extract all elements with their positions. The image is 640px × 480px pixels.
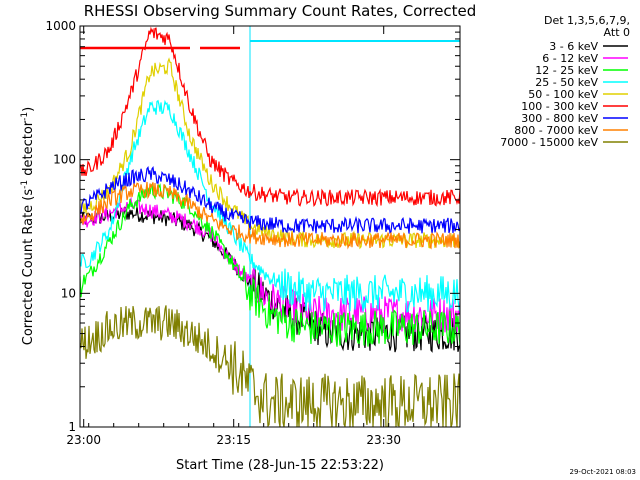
y-axis: 1 10 100 1000: [45, 19, 460, 434]
legend-label-3: 25 - 50 keV: [535, 76, 598, 89]
legend-label-1: 6 - 12 keV: [542, 52, 598, 65]
y-tick-label: 1: [68, 420, 76, 434]
series-line-2: [80, 183, 460, 347]
y-tick-label: 1000: [45, 19, 76, 33]
series-line-4: [80, 57, 460, 250]
plot-timestamp: 29-Oct-2021 08:03: [570, 468, 636, 476]
series-line-1: [80, 196, 460, 334]
legend-header-attenuator: Att 0: [604, 26, 630, 39]
series-line-8: [80, 305, 460, 427]
chart-title: RHESSI Observing Summary Count Rates, Co…: [84, 2, 477, 20]
series-line-7: [80, 181, 460, 250]
plot-frame: [79, 25, 461, 428]
legend-label-7: 800 - 7000 keV: [514, 124, 598, 137]
y-tick-label: 10: [61, 286, 76, 300]
legend-label-8: 7000 - 15000 keV: [500, 136, 598, 149]
series-line-3: [80, 99, 460, 313]
x-axis-label: Start Time (28-Jun-15 22:53:22): [176, 458, 384, 473]
legend-label-5: 100 - 300 keV: [521, 100, 598, 113]
x-axis: 23:00 23:15 23:30: [66, 26, 440, 447]
legend-label-4: 50 - 100 keV: [528, 88, 598, 101]
x-tick-label: 23:30: [366, 433, 401, 447]
legend-header-detectors: Det 1,3,5,6,7,9,: [544, 14, 630, 27]
y-tick-label: 100: [53, 153, 76, 167]
y-axis-label: Corrected Count Rate (s-1 detector-1): [20, 107, 36, 345]
legend-label-6: 300 - 800 keV: [521, 112, 598, 125]
plot-area: NF: [80, 26, 460, 427]
x-tick-label: 23:00: [66, 433, 101, 447]
legend-label-2: 12 - 25 keV: [535, 64, 598, 77]
legend-label-0: 3 - 6 keV: [549, 40, 598, 53]
series-line-6: [80, 165, 460, 234]
x-tick-label: 23:15: [216, 433, 251, 447]
